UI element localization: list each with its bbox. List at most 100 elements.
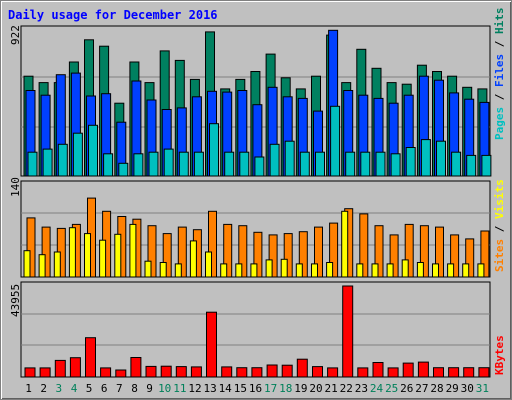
bar-files — [178, 151, 189, 177]
bar-files — [209, 123, 219, 177]
legend-separator: / — [493, 34, 506, 54]
bar-visits — [205, 251, 212, 278]
x-tick-label: 5 — [86, 382, 93, 395]
x-tick-label: 23 — [355, 382, 368, 395]
bar-sites — [223, 223, 233, 278]
legend-visits: Visits — [493, 179, 506, 219]
x-tick-label: 3 — [55, 382, 62, 395]
bar-files — [269, 143, 280, 177]
bar-visits — [38, 254, 46, 278]
bar-sites — [329, 222, 339, 278]
bar-kbytes — [39, 367, 51, 378]
bar-visits — [144, 260, 152, 278]
bar-kbytes — [115, 369, 127, 378]
bar-sites — [389, 234, 399, 278]
bar-kbytes — [54, 359, 66, 378]
bar-visits — [477, 263, 485, 278]
x-tick-label: 8 — [131, 382, 138, 395]
bar-sites — [238, 225, 248, 278]
bar-files — [163, 148, 174, 177]
bar-visits — [280, 258, 288, 278]
bar-visits — [311, 263, 318, 278]
bar-kbytes — [448, 367, 460, 378]
bar-kbytes — [251, 367, 263, 378]
bar-visits — [326, 262, 334, 278]
y-max-label-hits: 922 — [9, 25, 22, 45]
legend-hits: Hits — [493, 8, 506, 35]
bar-kbytes — [402, 362, 414, 378]
bar-kbytes — [357, 367, 369, 378]
bar-sites — [314, 226, 323, 278]
plot-panel — [20, 281, 491, 378]
bar-sites — [465, 238, 475, 278]
bar-visits — [23, 250, 31, 278]
bar-kbytes — [372, 362, 384, 378]
x-tick-label: 4 — [71, 382, 78, 395]
bar-visits — [68, 227, 76, 278]
bar-visits — [159, 262, 167, 278]
bar-visits — [356, 263, 364, 278]
bar-sites — [404, 223, 414, 278]
bar-visits — [99, 239, 107, 278]
x-tick-label: 21 — [324, 382, 337, 395]
y-max-label-sites: 140 — [9, 177, 22, 197]
bar-files — [224, 151, 235, 177]
bar-files — [284, 140, 295, 177]
x-tick-label: 7 — [116, 382, 123, 395]
bar-visits — [447, 263, 455, 278]
bar-files — [148, 151, 159, 177]
x-tick-label: 10 — [158, 382, 171, 395]
bar-files — [405, 147, 416, 177]
bar-files — [390, 153, 401, 177]
x-tick-label: 2 — [40, 382, 47, 395]
x-tick-label: 29 — [446, 382, 459, 395]
x-tick-label: 20 — [309, 382, 322, 395]
x-tick-label: 19 — [294, 382, 307, 395]
x-tick-label: 27 — [415, 382, 428, 395]
x-tick-label: 25 — [385, 382, 398, 395]
y-max-label-kbytes: 43955 — [9, 284, 22, 317]
x-tick-label: 14 — [219, 382, 233, 395]
bar-files — [315, 151, 325, 177]
bar-visits — [416, 262, 424, 278]
bar-kbytes — [145, 365, 157, 378]
x-tick-label: 24 — [370, 382, 384, 395]
bar-sites — [283, 233, 293, 278]
legend-sites: Sites — [493, 239, 506, 272]
bar-sites — [480, 230, 490, 278]
bar-files — [375, 151, 386, 177]
x-tick-label: 31 — [476, 382, 489, 395]
bar-visits — [189, 240, 197, 278]
bar-visits — [235, 263, 243, 278]
bar-kbytes — [417, 361, 429, 378]
x-tick-label: 16 — [249, 382, 262, 395]
bar-files — [42, 148, 53, 177]
bar-kbytes — [85, 337, 96, 378]
x-tick-label: 13 — [203, 382, 216, 395]
chart-title: Daily usage for December 2016 — [8, 8, 218, 22]
bar-kbytes — [221, 366, 233, 378]
bar-files — [72, 132, 83, 177]
bar-sites — [41, 226, 51, 278]
bar-kbytes — [342, 285, 354, 378]
bar-files — [436, 140, 446, 177]
bar-kbytes — [433, 367, 444, 378]
bar-files — [239, 151, 250, 177]
bar-kbytes — [69, 357, 81, 378]
bar-sites — [435, 226, 444, 278]
bar-kbytes — [175, 366, 187, 378]
bar-sites — [298, 231, 308, 278]
bar-visits — [295, 263, 303, 278]
x-tick-label: 15 — [234, 382, 247, 395]
x-tick-label: 18 — [279, 382, 292, 395]
bar-files — [420, 139, 431, 177]
bar-sites — [147, 225, 157, 278]
bar-sites — [268, 234, 278, 278]
legend-kbytes: KBytes — [493, 335, 506, 375]
bar-files — [118, 162, 129, 177]
legend-separator: / — [493, 219, 506, 239]
bar-kbytes — [236, 367, 248, 378]
legend-pages: Pages — [493, 107, 506, 140]
bar-sites — [162, 233, 172, 278]
